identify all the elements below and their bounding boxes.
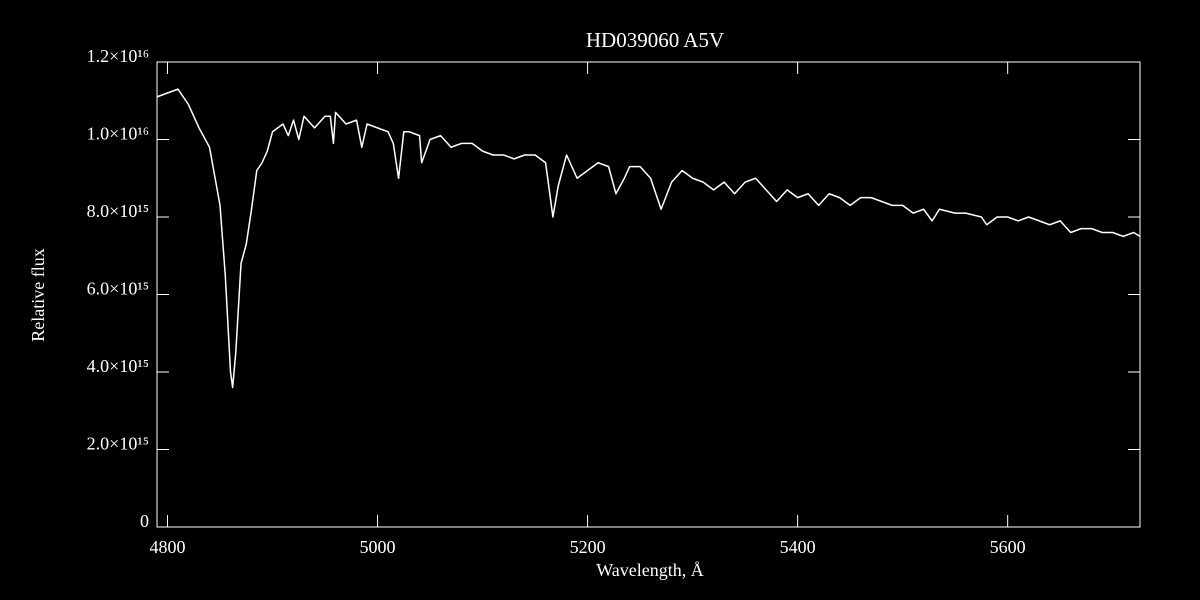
spectrum-line <box>156 88 1141 389</box>
y-tick-label: 8.0×10¹⁵ <box>87 201 149 221</box>
x-tick-label: 5000 <box>360 537 396 557</box>
x-tick-label: 5200 <box>570 537 606 557</box>
y-tick-label: 6.0×10¹⁵ <box>87 279 149 299</box>
x-axis-label: Wavelength, Å <box>596 560 704 580</box>
y-tick-label: 1.2×10¹⁶ <box>87 46 149 66</box>
plot-frame <box>156 61 1141 528</box>
y-tick-label: 2.0×10¹⁵ <box>87 434 149 454</box>
y-axis-label: Relative flux <box>28 248 48 341</box>
x-tick-label: 5400 <box>780 537 816 557</box>
y-tick-label: 0 <box>140 511 149 531</box>
y-tick-label: 1.0×10¹⁶ <box>87 124 149 144</box>
x-tick-label: 4800 <box>150 537 186 557</box>
chart-title: HD039060 A5V <box>586 28 724 52</box>
x-tick-label: 5600 <box>990 537 1026 557</box>
y-tick-label: 4.0×10¹⁵ <box>87 356 149 376</box>
